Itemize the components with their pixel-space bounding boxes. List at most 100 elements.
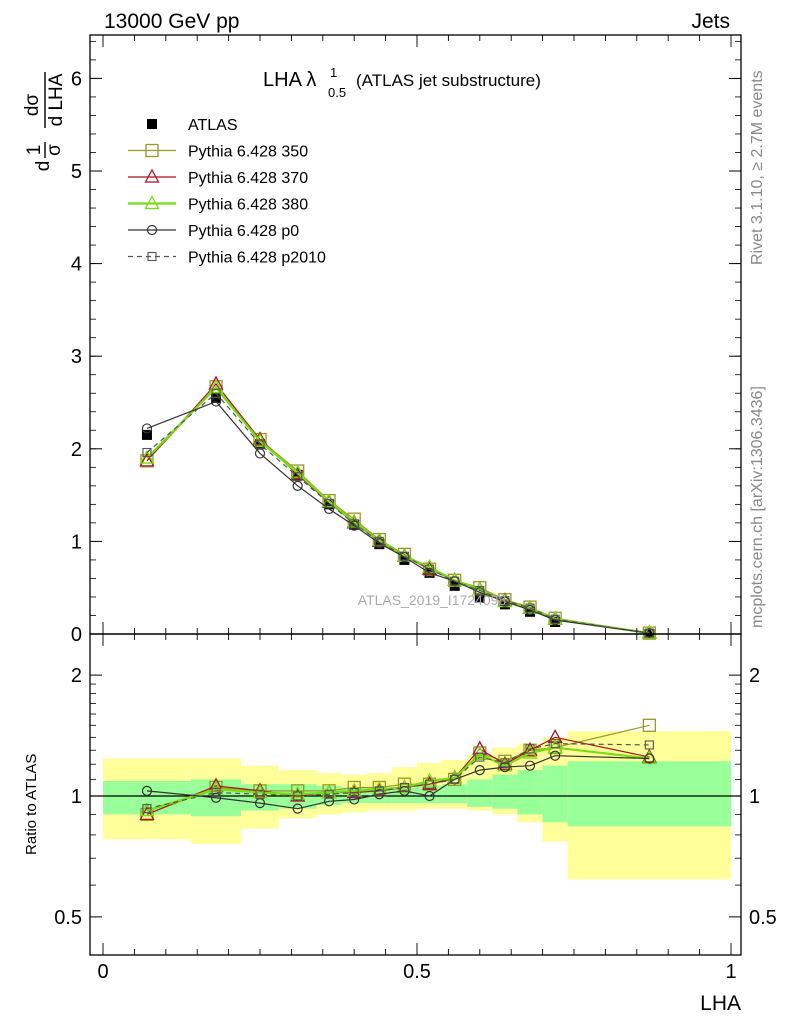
title-main: LHA λ bbox=[263, 69, 316, 91]
ratio-point bbox=[497, 757, 513, 772]
legend-entry: Pythia 6.428 350 bbox=[128, 144, 308, 161]
ratio-point bbox=[524, 760, 536, 771]
ratio-line bbox=[146, 755, 650, 810]
ratio-point bbox=[475, 752, 485, 762]
xtick-label: 1 bbox=[725, 961, 736, 983]
data-point bbox=[323, 503, 335, 515]
data-point bbox=[550, 616, 561, 627]
ratio-point bbox=[644, 753, 655, 764]
ratio-point bbox=[642, 718, 657, 732]
ratio-point bbox=[139, 806, 155, 821]
title-rest: (ATLAS jet substructure) bbox=[356, 71, 541, 90]
ratio-ytick-label: 2 bbox=[71, 665, 82, 687]
series-line bbox=[146, 392, 650, 634]
ratio-point bbox=[141, 785, 153, 796]
data-point bbox=[644, 628, 654, 638]
data-point bbox=[290, 466, 306, 481]
inner-band bbox=[467, 779, 493, 807]
ytick-label: 2 bbox=[71, 439, 82, 461]
ratio-ytick-label: 0.5 bbox=[54, 907, 82, 929]
data-point bbox=[474, 592, 485, 603]
ylabel-sigma: σ bbox=[44, 144, 65, 156]
data-point bbox=[292, 480, 303, 491]
data-point bbox=[290, 464, 306, 479]
ratio-point bbox=[293, 791, 303, 801]
inner-band bbox=[542, 765, 568, 823]
ratio-series-3 bbox=[141, 750, 655, 814]
series-line bbox=[146, 385, 650, 634]
data-point bbox=[293, 472, 303, 482]
series-line bbox=[146, 400, 650, 634]
main-series-group bbox=[139, 375, 657, 640]
series-5 bbox=[142, 388, 654, 638]
ratio-point bbox=[208, 777, 224, 792]
data-point bbox=[500, 596, 510, 606]
data-point bbox=[399, 551, 409, 561]
ylabel-dsigma: dσ bbox=[22, 94, 43, 117]
header-right: Jets bbox=[691, 10, 730, 33]
xtick-label: 0 bbox=[97, 961, 108, 983]
legend-marker bbox=[147, 119, 157, 129]
ratio-ytick-label-right: 1 bbox=[749, 786, 760, 808]
legend-entry: ATLAS bbox=[147, 117, 238, 134]
ratio-point bbox=[323, 796, 335, 807]
ratio-point bbox=[450, 774, 460, 784]
ratio-ylabel: Ratio to ATLAS bbox=[23, 754, 40, 855]
data-point bbox=[525, 603, 535, 613]
inner-band bbox=[316, 785, 342, 805]
ytick-label: 5 bbox=[71, 161, 82, 183]
main-title: LHA λ 1 0.5 (ATLAS jet substructure) bbox=[263, 65, 541, 100]
legend-marker bbox=[146, 224, 158, 236]
ratio-point bbox=[522, 741, 538, 756]
legend-marker bbox=[147, 251, 157, 262]
data-point bbox=[550, 614, 560, 624]
data-point bbox=[324, 498, 334, 508]
ratio-point bbox=[321, 784, 337, 799]
ratio-ytick-label: 1 bbox=[71, 786, 82, 808]
ratio-point bbox=[547, 739, 563, 754]
ratio-point bbox=[474, 765, 485, 776]
ratio-point bbox=[349, 794, 360, 805]
ratio-point bbox=[324, 789, 334, 799]
data-point bbox=[254, 448, 266, 459]
ratio-point bbox=[211, 787, 221, 798]
ratio-point bbox=[252, 784, 268, 799]
ytick-label: 6 bbox=[71, 68, 82, 90]
title-sub: 0.5 bbox=[328, 85, 346, 100]
legend-marker bbox=[144, 195, 160, 210]
legend-marker bbox=[144, 168, 160, 183]
data-point bbox=[141, 423, 153, 434]
legend-entry: Pythia 6.428 370 bbox=[128, 168, 308, 187]
data-point bbox=[349, 519, 359, 529]
ratio-point bbox=[641, 748, 657, 763]
ylabel-1: 1 bbox=[24, 145, 45, 156]
data-point bbox=[450, 576, 460, 586]
ratio-point bbox=[292, 803, 303, 814]
data-point bbox=[139, 449, 155, 464]
data-point bbox=[211, 392, 222, 403]
ytick-label: 4 bbox=[71, 254, 82, 276]
ratio-point bbox=[644, 740, 654, 750]
ytick-label: 0 bbox=[71, 624, 82, 646]
ratio-point bbox=[374, 786, 384, 796]
data-point bbox=[346, 513, 362, 528]
ratio-line bbox=[146, 746, 650, 812]
legend-label: Pythia 6.428 380 bbox=[188, 197, 308, 214]
main-ylabel: 1 σ d dσ d LHA bbox=[22, 72, 67, 171]
watermark: ATLAS_2019_I1724098 bbox=[358, 592, 507, 608]
data-point bbox=[374, 539, 385, 550]
ratio-ytick-label-right: 2 bbox=[749, 665, 760, 687]
data-point bbox=[475, 585, 485, 596]
legend-entry: Pythia 6.428 p0 bbox=[128, 223, 299, 240]
xlabel: LHA bbox=[700, 992, 741, 1015]
ratio-point bbox=[291, 784, 305, 798]
xtick-label: 0.5 bbox=[403, 961, 431, 983]
legend-label: Pythia 6.428 370 bbox=[188, 170, 308, 187]
ratio-point bbox=[399, 782, 409, 793]
ratio-point bbox=[255, 789, 265, 799]
title-sup: 1 bbox=[330, 65, 337, 80]
ratio-frame bbox=[89, 633, 742, 956]
legend-label: Pythia 6.428 p2010 bbox=[188, 250, 326, 267]
ylabel-dlha: d LHA bbox=[46, 73, 67, 126]
data-point bbox=[374, 536, 384, 546]
